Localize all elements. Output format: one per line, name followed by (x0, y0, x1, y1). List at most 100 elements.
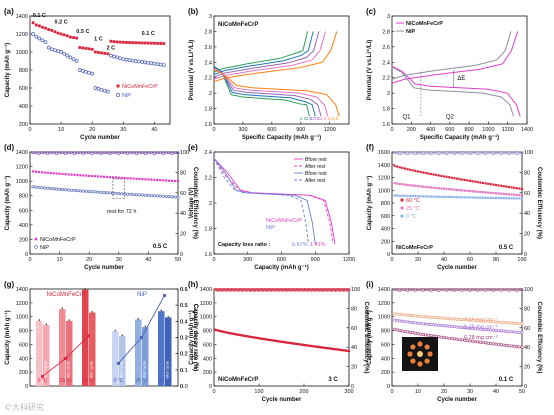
capacity-point (102, 175, 106, 178)
x-tick-label: 300 (238, 127, 247, 133)
panel-d: (d)0 10 20 30 40 5002004006008001000120014000… (4, 143, 198, 271)
capacity-point (310, 344, 313, 348)
data-point-nicomnfecrp (106, 52, 110, 56)
ce-point (176, 151, 180, 155)
decay-point (139, 335, 144, 340)
capacity-point (146, 193, 150, 197)
capacity-point (504, 329, 508, 333)
error-bar (137, 317, 139, 320)
y-tick-label: 600 (381, 342, 390, 348)
data-point-nicomnfecrp (62, 33, 66, 37)
loading-label: 4.54 mg cm⁻² (464, 317, 498, 323)
y2-tick-label: 0.1 (180, 368, 188, 374)
ce-point (250, 288, 254, 292)
x-tick-label: 900 (296, 127, 305, 133)
loss-ratio: 1.41% (310, 242, 326, 248)
capacity-point (442, 335, 446, 339)
capacity-point (79, 174, 82, 177)
capacity-point (463, 196, 466, 199)
capacity-point (393, 182, 396, 185)
capacity-point (337, 348, 340, 351)
x-tick-label: 40 (493, 389, 499, 395)
ce-point (518, 151, 521, 155)
capacity-point (279, 340, 282, 343)
capacity-point (395, 312, 399, 316)
data-point-nip (77, 68, 82, 72)
discharge-curve (213, 68, 329, 117)
capacity-point (424, 315, 428, 319)
capacity-point (270, 339, 274, 342)
data-point-nicomnfecrp (93, 50, 97, 54)
capacity-point (78, 189, 82, 193)
legend-label: NiP (406, 29, 416, 35)
y-tick-label: 600 (19, 208, 28, 214)
data-point-nip (31, 32, 35, 36)
y-tick-label: 2.6 (382, 45, 390, 51)
y-tick-label: 1400 (16, 287, 28, 293)
x-tick-label: 600 (277, 257, 286, 263)
capacity-point (302, 343, 305, 346)
capacity-point (49, 171, 52, 175)
y-tick-label: 800 (203, 329, 212, 335)
ce-point (108, 151, 112, 155)
ce-point (460, 152, 464, 155)
capacity-point (170, 179, 174, 182)
capacity-point (149, 194, 153, 198)
ce-point (258, 288, 262, 292)
capacity-point (58, 172, 61, 175)
x-tick-label: 20 (89, 127, 95, 133)
capacity-point (507, 185, 511, 189)
ce-point (416, 151, 420, 155)
ce-point (253, 289, 256, 292)
ce-point (395, 288, 399, 292)
capacity-point (269, 338, 272, 342)
capacity-point (458, 196, 461, 199)
ce-point (489, 288, 493, 292)
x-tick-label: 20 (415, 257, 421, 263)
ce-point (49, 151, 53, 155)
sample-label: NiCoMnFeCrP (396, 245, 433, 251)
y2-axis-label: Coulombic Efficiency (%) (536, 167, 542, 239)
ce-point (315, 288, 318, 292)
y-axis-label: Voltage (V) (189, 188, 195, 219)
ce-point (141, 151, 144, 155)
capacity-point (419, 170, 422, 174)
capacity-point (502, 329, 506, 333)
data-point-nip (40, 38, 45, 43)
capacity-point (416, 332, 420, 336)
capacity-point (229, 332, 232, 335)
capacity-point (408, 320, 412, 324)
ce-point (274, 288, 278, 292)
capacity-point (129, 192, 133, 196)
ce-point (346, 289, 349, 292)
ce-point (398, 152, 402, 155)
ce-point (499, 152, 503, 155)
y-tick-label: 2.6 (204, 45, 212, 51)
capacity-point (253, 336, 256, 339)
ce-point (342, 289, 345, 292)
x-tick-label: 0 (212, 389, 215, 395)
ce-point (84, 151, 88, 155)
ce-point (322, 289, 325, 292)
y-tick-label: 2.4 (204, 150, 212, 156)
y-tick-label: 1200 (16, 32, 28, 38)
capacity-point (510, 186, 513, 189)
capacity-point (99, 175, 103, 178)
capacity-point (481, 191, 485, 194)
capacity-point (401, 183, 404, 186)
x-tick-label: 300 (243, 257, 252, 263)
capacity-point (499, 343, 503, 347)
data-point-nicomnfecrp (34, 23, 38, 27)
ce-point (460, 288, 464, 292)
data-point-nicomnfecrp (137, 41, 141, 45)
legend-marker (400, 214, 404, 218)
bar (119, 336, 126, 386)
capacity-point (505, 185, 508, 188)
ce-point (453, 152, 456, 155)
temperature-label: 25 °C (59, 378, 72, 384)
bar (165, 317, 172, 386)
capacity-point (108, 176, 112, 179)
legend-label: NiCoMnFeCrP (122, 84, 158, 90)
capacity-point (58, 187, 62, 191)
y2-tick-label: 0.6 (180, 287, 188, 293)
